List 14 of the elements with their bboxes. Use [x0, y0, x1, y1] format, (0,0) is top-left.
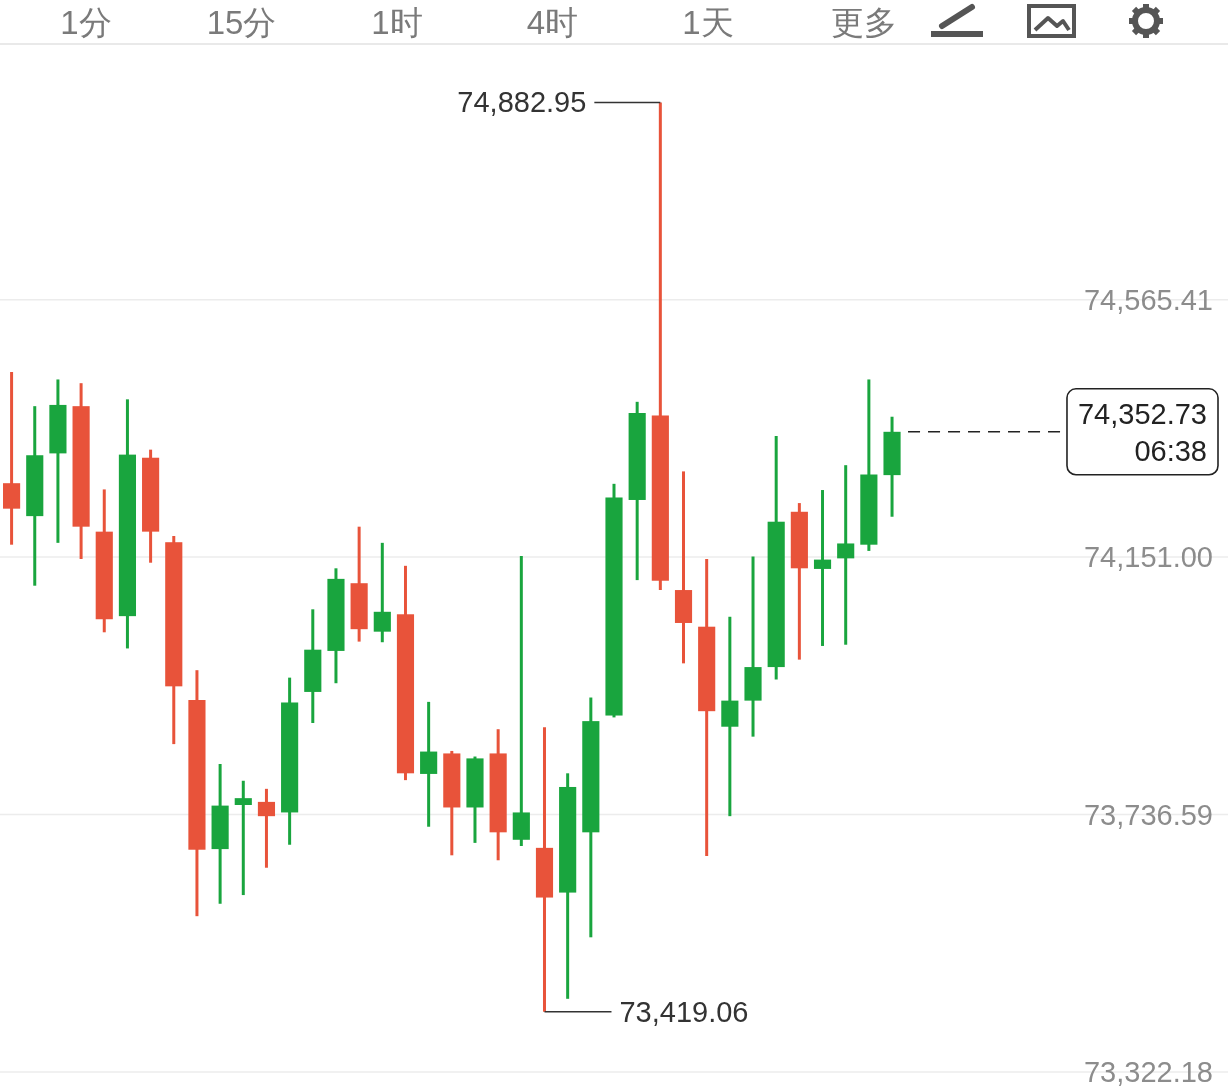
annotation: 73,419.06	[619, 995, 749, 1028]
tab-label: 1天	[682, 4, 734, 41]
y-tick-label: 74,151.00	[1084, 541, 1213, 574]
ref-line-label: 06:38	[1134, 434, 1207, 467]
tab-label: 1时	[371, 4, 423, 41]
tab-label: 更多	[830, 4, 897, 41]
y-tick-label: 73,322.18	[1084, 1056, 1213, 1088]
y-tick-label: 74,565.41	[1084, 283, 1213, 316]
tab-label: 1分	[60, 4, 112, 41]
y-tick-label: 73,736.59	[1084, 798, 1213, 831]
annotation: 74,882.95	[457, 86, 587, 119]
tab-label: 4时	[526, 4, 579, 41]
ref-line-label: 74,352.73	[1078, 397, 1207, 430]
tab-label: 15分	[206, 4, 277, 41]
